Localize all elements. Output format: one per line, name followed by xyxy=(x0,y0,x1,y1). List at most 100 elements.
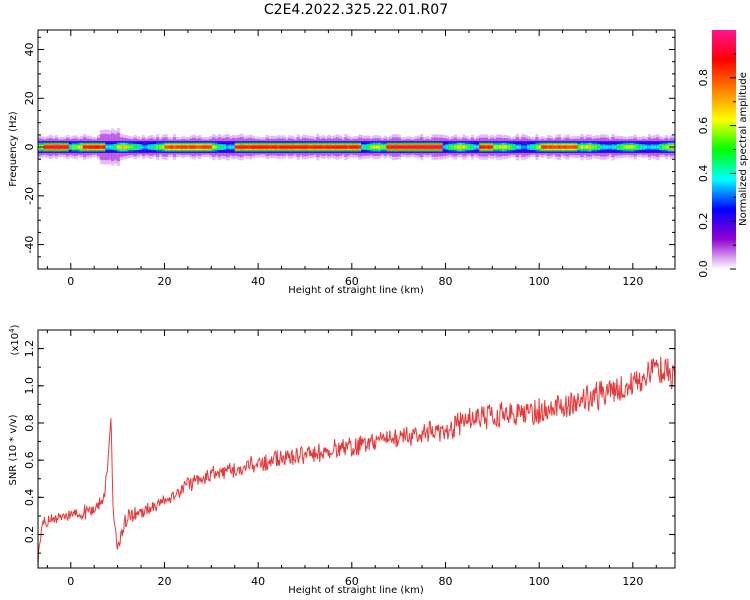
band-cell xyxy=(220,145,224,149)
band-cell xyxy=(290,145,295,149)
band-cell xyxy=(82,145,87,149)
band-cell xyxy=(285,145,289,149)
band-cell xyxy=(223,145,227,149)
band-cell xyxy=(43,145,47,149)
band-cell xyxy=(636,145,640,149)
spectral-band xyxy=(38,128,675,167)
band-cell xyxy=(71,145,75,149)
band-cell xyxy=(383,145,387,149)
band-cell xyxy=(268,145,272,149)
band-cell xyxy=(130,145,134,149)
band-cell xyxy=(423,145,427,149)
band-cell xyxy=(397,145,401,149)
band-cell xyxy=(175,145,179,149)
band-cell xyxy=(642,145,646,149)
band-cell xyxy=(591,145,595,149)
band-cell xyxy=(57,145,61,149)
band-cell xyxy=(240,145,244,149)
band-cell xyxy=(321,145,326,149)
band-cell xyxy=(369,145,373,149)
band-cell xyxy=(521,145,525,149)
band-cell xyxy=(375,145,379,149)
band-cell xyxy=(257,145,261,149)
band-cell xyxy=(189,145,193,149)
colorbar-ticks: 0.0 0.2 0.4 0.6 0.8 xyxy=(697,53,736,278)
band-cell xyxy=(510,145,514,149)
band-cell xyxy=(111,145,115,149)
band-cell xyxy=(293,145,297,149)
band-cell xyxy=(80,145,84,149)
band-cell xyxy=(355,145,359,149)
band-cell xyxy=(184,145,188,149)
band-cell xyxy=(661,145,666,149)
band-cell xyxy=(453,145,458,149)
band-cell xyxy=(254,145,258,149)
colorbar-tick-label: 0.0 xyxy=(697,260,710,278)
x-tick-label: 80 xyxy=(438,275,452,288)
band-cell xyxy=(549,145,553,149)
x-tick-label: 60 xyxy=(345,275,359,288)
band-cell xyxy=(602,145,607,149)
band-cell xyxy=(524,145,528,149)
band-cell xyxy=(622,145,626,149)
band-cell xyxy=(605,145,609,149)
y-tick-label: 1.0 xyxy=(23,377,36,395)
band-cell xyxy=(482,145,486,149)
band-cell xyxy=(248,145,252,149)
band-cell xyxy=(633,145,637,149)
band-cell xyxy=(479,145,483,149)
spectrogram-panel: 0 20 40 60 80 100 120 -40 -20 0 20 40 Height of str… xyxy=(8,29,676,296)
band-cell xyxy=(555,145,559,149)
band-cell xyxy=(394,145,399,149)
band-cell xyxy=(380,145,385,149)
band-cell xyxy=(650,145,654,149)
band-cell xyxy=(274,145,278,149)
band-cell xyxy=(496,145,500,149)
band-cell xyxy=(217,145,222,149)
band-cell xyxy=(231,145,236,149)
band-cell xyxy=(324,145,328,149)
x-tick-label: 60 xyxy=(345,575,359,588)
y-tick-label: 0.8 xyxy=(23,414,36,432)
band-cell xyxy=(327,145,331,149)
band-cell xyxy=(448,145,452,149)
band-cell xyxy=(437,145,441,149)
band-cell xyxy=(456,145,460,149)
band-cell xyxy=(88,145,92,149)
band-cell xyxy=(656,145,660,149)
band-cell xyxy=(125,145,129,149)
band-cell xyxy=(408,145,413,149)
band-cell xyxy=(504,145,508,149)
band-cell xyxy=(512,145,517,149)
band-cell xyxy=(97,145,101,149)
band-cell xyxy=(358,145,362,149)
x-tick-label: 40 xyxy=(251,575,265,588)
band-cell xyxy=(616,145,621,149)
band-cell xyxy=(195,145,199,149)
band-cell xyxy=(66,145,70,149)
band-cell xyxy=(628,145,632,149)
band-cell xyxy=(546,145,550,149)
band-cell xyxy=(229,145,233,149)
band-cell xyxy=(344,145,348,149)
band-cell xyxy=(529,145,534,149)
band-cell xyxy=(532,145,536,149)
y-tick-label: -40 xyxy=(23,236,36,254)
band-cell xyxy=(571,145,576,149)
band-cell xyxy=(608,145,612,149)
band-cell xyxy=(386,145,390,149)
band-cell xyxy=(574,145,578,149)
band-cell xyxy=(245,145,250,149)
snr-ticks: 0 20 40 60 80 100 120 0.2 0.4 0.6 0.8 1.0 1.2 xyxy=(23,329,675,588)
band-cell xyxy=(434,145,438,149)
band-cell xyxy=(400,145,404,149)
band-cell xyxy=(150,145,154,149)
band-cell xyxy=(276,145,281,149)
band-cell xyxy=(313,145,317,149)
y-tick-label: 0.2 xyxy=(23,526,36,544)
band-cell xyxy=(119,145,123,149)
band-cell xyxy=(127,145,132,149)
band-cell xyxy=(251,145,255,149)
band-cell xyxy=(645,145,649,149)
band-cell xyxy=(60,145,64,149)
